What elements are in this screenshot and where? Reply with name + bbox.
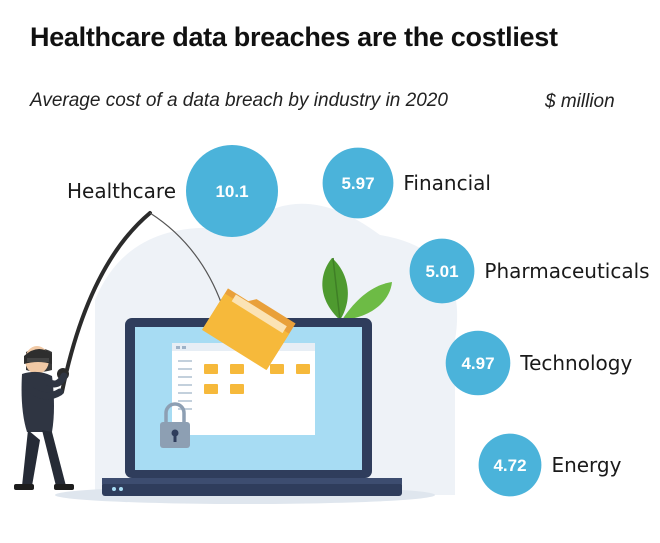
plant-icon xyxy=(322,257,392,321)
bubble-value-technology: 4.97 xyxy=(461,354,494,373)
bubble-technology xyxy=(445,330,511,396)
bubble-pharmaceuticals xyxy=(409,238,475,304)
bubble-value-pharmaceuticals: 5.01 xyxy=(425,262,458,281)
category-label-technology: Technology xyxy=(519,351,632,375)
folder-icon xyxy=(201,288,296,371)
padlock-icon xyxy=(160,402,190,448)
bubble-value-energy: 4.72 xyxy=(493,456,526,475)
chart-title: Healthcare data breaches are the costlie… xyxy=(30,22,558,52)
category-label-energy: Energy xyxy=(551,453,621,477)
hacker-icon xyxy=(14,346,74,490)
bubble-value-healthcare: 10.1 xyxy=(215,182,248,201)
category-label-healthcare: Healthcare xyxy=(67,179,176,203)
unit-label: $ million xyxy=(545,91,615,112)
category-label-financial: Financial xyxy=(403,171,491,195)
chart-subtitle: Average cost of a data breach by industr… xyxy=(30,90,448,111)
bubble-financial xyxy=(322,147,394,219)
category-label-pharmaceuticals: Pharmaceuticals xyxy=(484,259,649,283)
bubble-energy xyxy=(478,433,542,497)
bubble-healthcare xyxy=(186,145,278,237)
bubble-value-financial: 5.97 xyxy=(341,174,374,193)
